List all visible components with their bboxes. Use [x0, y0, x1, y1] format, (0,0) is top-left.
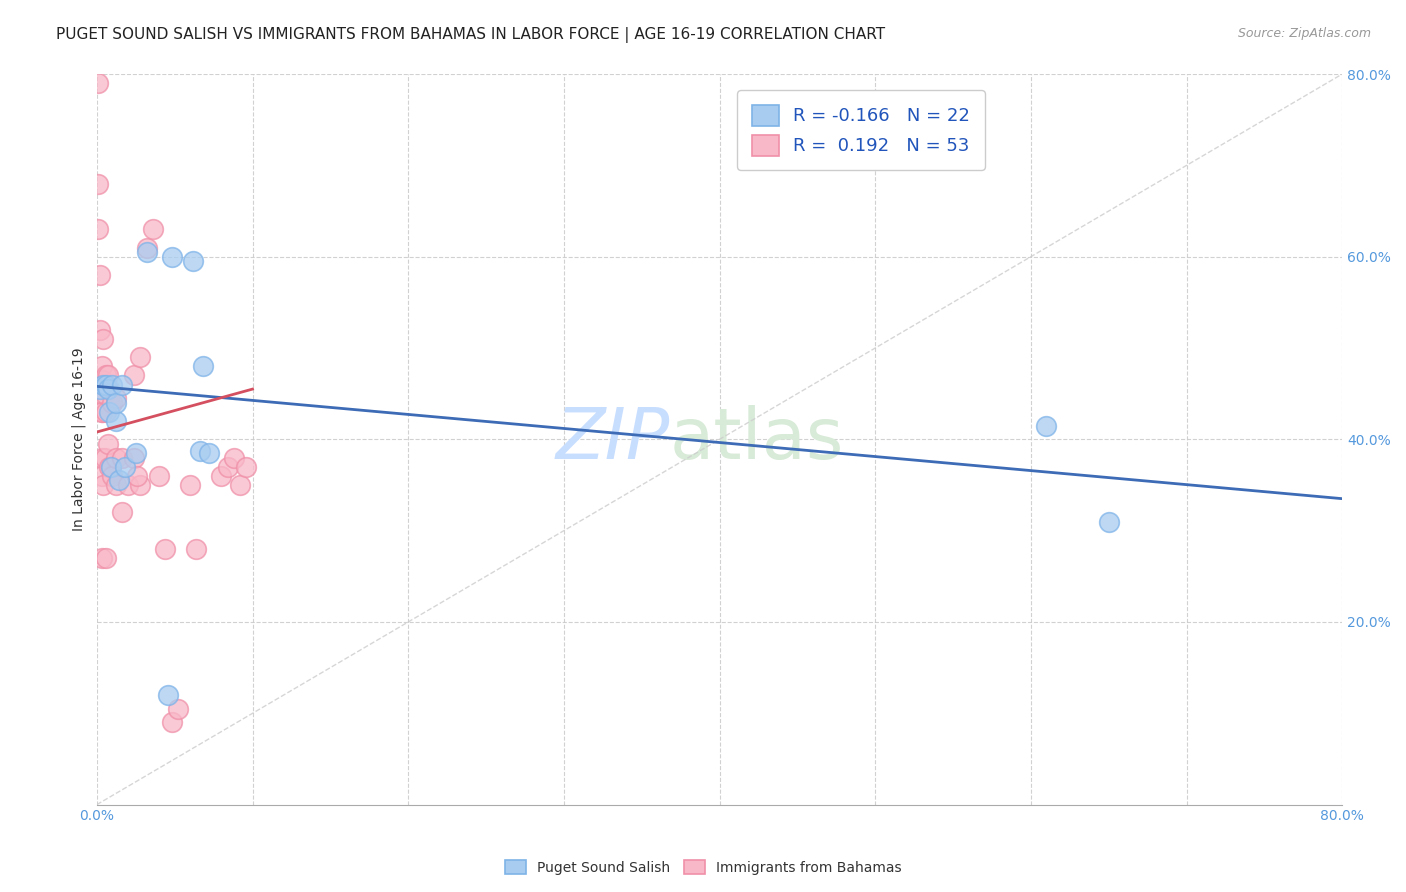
- Legend: Puget Sound Salish, Immigrants from Bahamas: Puget Sound Salish, Immigrants from Baha…: [499, 855, 907, 880]
- Point: [198, 446, 221, 460]
- Point: [90, 386, 112, 401]
- Point: [101, 377, 124, 392]
- Point: [135, 245, 157, 260]
- Point: [87, 222, 110, 236]
- Point: [107, 474, 129, 488]
- Point: [117, 478, 139, 492]
- Point: [122, 368, 145, 383]
- Point: [155, 541, 177, 556]
- Point: [127, 468, 149, 483]
- Point: [90, 468, 112, 483]
- Point: [1098, 515, 1121, 529]
- Point: [104, 414, 127, 428]
- Legend: R = -0.166   N = 22, R =  0.192   N = 53: R = -0.166 N = 22, R = 0.192 N = 53: [737, 90, 984, 170]
- Point: [114, 459, 136, 474]
- Point: [1035, 418, 1057, 433]
- Point: [129, 478, 152, 492]
- Point: [166, 702, 188, 716]
- Point: [142, 222, 165, 236]
- Point: [186, 541, 208, 556]
- Point: [93, 386, 115, 401]
- Point: [104, 450, 127, 465]
- Point: [188, 444, 211, 458]
- Text: PUGET SOUND SALISH VS IMMIGRANTS FROM BAHAMAS IN LABOR FORCE | AGE 16-19 CORRELA: PUGET SOUND SALISH VS IMMIGRANTS FROM BA…: [56, 27, 886, 43]
- Point: [157, 688, 180, 702]
- Point: [96, 368, 118, 383]
- Point: [222, 450, 245, 465]
- Point: [93, 450, 115, 465]
- Text: atlas: atlas: [669, 405, 844, 474]
- Point: [87, 76, 110, 90]
- Y-axis label: In Labor Force | Age 16-19: In Labor Force | Age 16-19: [72, 348, 86, 531]
- Point: [235, 459, 257, 474]
- Point: [104, 396, 127, 410]
- Point: [111, 505, 134, 519]
- Point: [101, 468, 124, 483]
- Text: Source: ZipAtlas.com: Source: ZipAtlas.com: [1237, 27, 1371, 40]
- Point: [91, 377, 114, 392]
- Point: [96, 377, 118, 392]
- Point: [183, 254, 205, 268]
- Point: [96, 405, 118, 419]
- Point: [91, 332, 114, 346]
- Point: [89, 268, 111, 282]
- Point: [125, 446, 148, 460]
- Point: [100, 459, 122, 474]
- Point: [90, 359, 112, 374]
- Point: [135, 241, 157, 255]
- Point: [111, 450, 134, 465]
- Point: [148, 468, 170, 483]
- Point: [98, 405, 121, 419]
- Point: [104, 478, 127, 492]
- Point: [90, 405, 112, 419]
- Point: [89, 323, 111, 337]
- Point: [100, 459, 122, 474]
- Point: [91, 478, 114, 492]
- Point: [104, 391, 127, 405]
- Point: [191, 359, 214, 374]
- Point: [129, 350, 152, 364]
- Point: [90, 377, 112, 392]
- Point: [97, 437, 120, 451]
- Point: [90, 405, 112, 419]
- Point: [89, 382, 111, 396]
- Point: [229, 478, 252, 492]
- Point: [87, 177, 110, 191]
- Point: [209, 468, 232, 483]
- Point: [160, 250, 183, 264]
- Point: [90, 373, 112, 387]
- Point: [179, 478, 201, 492]
- Point: [97, 382, 120, 396]
- Point: [98, 459, 121, 474]
- Point: [96, 551, 118, 566]
- Point: [111, 377, 134, 392]
- Point: [217, 459, 239, 474]
- Point: [91, 377, 114, 392]
- Text: ZIP: ZIP: [555, 405, 669, 474]
- Point: [90, 551, 112, 566]
- Point: [98, 382, 121, 396]
- Point: [160, 715, 183, 730]
- Point: [101, 396, 124, 410]
- Point: [90, 450, 112, 465]
- Point: [122, 450, 145, 465]
- Point: [97, 368, 120, 383]
